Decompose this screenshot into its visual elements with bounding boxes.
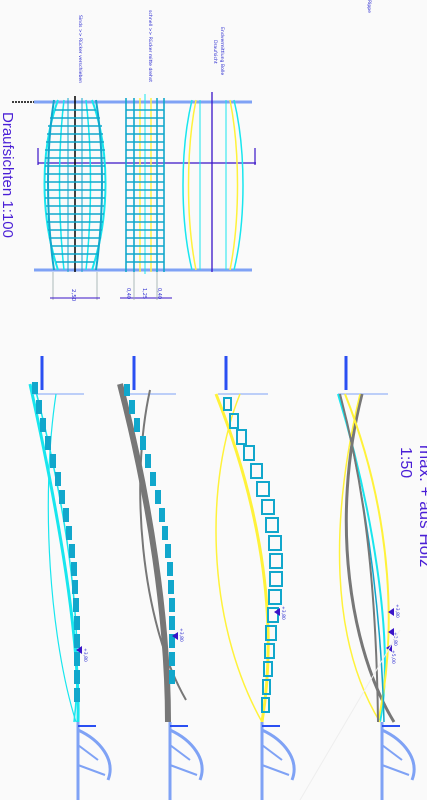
scale-label: 1:50	[397, 447, 414, 478]
elevation-grey: +3,80	[117, 356, 204, 800]
sheet-title-partial: max. + aus Holz	[416, 445, 427, 567]
dim-mid-b: 1,25	[141, 288, 147, 299]
level-combined-a: +3,80	[394, 604, 400, 618]
plan-heading: Draufsichten 1:100	[0, 112, 16, 238]
plan-right-lens: Endvermittlung Bolle Draufsicht	[182, 27, 244, 272]
plan-middle-grid: 0,40 1,25 0,40 schnell >> Rücker mitte d…	[120, 10, 172, 300]
note-top-small: Rippe	[366, 0, 372, 13]
dim-mid-a: 0,40	[125, 288, 131, 299]
dim-mid-c: 0,40	[156, 288, 162, 299]
dim-left-span: 2,50	[70, 289, 76, 302]
elevation-yellow: +3,80	[214, 356, 296, 800]
level-cyan: +3,80	[82, 648, 88, 662]
note-left-plan: Sinds >> Rücker verschieben	[77, 15, 83, 83]
level-combined-top: +5,00	[390, 650, 396, 664]
note-right-plan-2: Draufsicht	[212, 40, 218, 64]
note-middle-plan: schnell >> Rücker mitte drehst	[147, 10, 153, 82]
note-right-plan: Endvermittlung Bolle	[219, 27, 225, 75]
elevation-combined: +3,80 +3,80 +5,00	[299, 356, 416, 800]
level-yellow: +3,80	[280, 606, 286, 620]
plan-views: Draufsichten 1:100	[0, 0, 372, 302]
plan-left-lens: 2,50 Sinds >> Rücker verschieben	[43, 15, 107, 302]
elevation-cyan: +3,80	[28, 356, 112, 800]
level-grey: +3,80	[178, 628, 184, 642]
